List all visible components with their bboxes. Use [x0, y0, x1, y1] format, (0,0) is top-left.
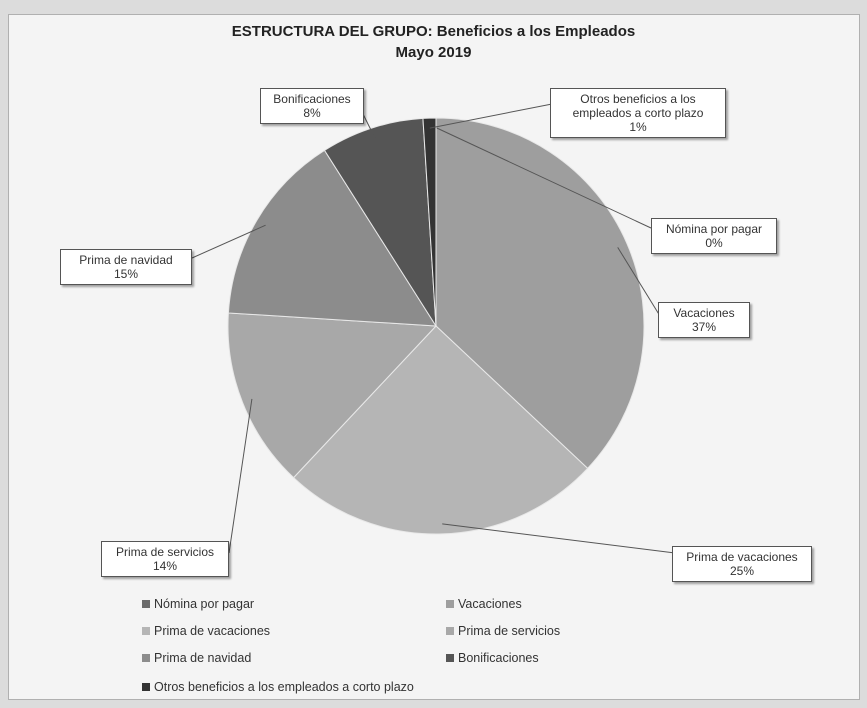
legend-swatch	[446, 653, 454, 662]
pie-slice-4	[227, 149, 437, 327]
callout-nomina-pct: 0%	[705, 236, 723, 250]
legend-label: Bonificaciones	[458, 651, 539, 665]
legend-item-nomina: Nómina por pagar	[142, 597, 254, 611]
legend-swatch	[142, 626, 150, 635]
leader-line-5	[361, 111, 376, 138]
callout-servicios-pct: 14%	[152, 559, 178, 573]
leader-line-0	[436, 127, 652, 229]
chart-subtitle: Mayo 2019	[395, 44, 472, 61]
pie-slice-1	[435, 117, 645, 470]
callout-navidad: Prima de navidad 15%	[60, 249, 192, 285]
callout-servicios: Prima de servicios 14%	[101, 541, 229, 577]
callout-prima-vacaciones-label: Prima de vacaciones	[686, 550, 798, 564]
legend-label: Nómina por pagar	[154, 597, 255, 611]
callout-vacaciones: Vacaciones 37%	[658, 302, 750, 338]
legend-item-bonificaciones: Bonificaciones	[446, 651, 539, 665]
leader-line-3	[228, 398, 253, 554]
legend-item-prima-vacaciones: Prima de vacaciones	[142, 624, 270, 638]
legend-label: Otros beneficios a los empleados a corto…	[154, 680, 414, 694]
callout-servicios-label: Prima de servicios	[115, 545, 215, 559]
callout-vacaciones-label: Vacaciones	[673, 306, 735, 320]
callout-navidad-pct: 15%	[113, 267, 139, 281]
pie-slice-2	[292, 325, 589, 535]
legend-label: Prima de servicios	[458, 624, 561, 638]
legend-swatch	[446, 599, 454, 608]
legend-label: Prima de vacaciones	[154, 624, 271, 638]
callout-otros: Otros beneficios a los empleados a corto…	[550, 88, 726, 138]
pie-slice-6	[422, 117, 437, 327]
leader-line-4	[191, 224, 266, 259]
legend-item-prima-servicios: Prima de servicios	[446, 624, 560, 638]
leader-line-1	[617, 247, 661, 317]
legend-label: Prima de navidad	[154, 651, 252, 665]
legend-item-prima-navidad: Prima de navidad	[142, 651, 251, 665]
callout-prima-vacaciones: Prima de vacaciones 25%	[672, 546, 812, 582]
leader-line-2	[442, 523, 676, 554]
callout-otros-pct: 1%	[629, 120, 647, 134]
chart-title: ESTRUCTURA DEL GRUPO: Beneficios a los E…	[231, 23, 636, 40]
leader-line-6	[429, 103, 553, 129]
legend-item-otros: Otros beneficios a los empleados a corto…	[142, 680, 414, 694]
callout-nomina-label: Nómina por pagar	[665, 222, 763, 236]
callout-bonificaciones-pct: 8%	[303, 106, 321, 120]
callout-nomina: Nómina por pagar 0%	[651, 218, 777, 254]
legend-swatch	[142, 682, 150, 691]
pie-slice-3	[227, 312, 438, 479]
legend-swatch	[142, 653, 150, 662]
callout-vacaciones-pct: 37%	[691, 320, 717, 334]
callout-bonificaciones: Bonificaciones 8%	[260, 88, 364, 124]
callout-bonificaciones-label: Bonificaciones	[273, 92, 351, 106]
legend-item-vacaciones: Vacaciones	[446, 597, 522, 611]
legend-swatch	[142, 599, 150, 608]
callout-navidad-label: Prima de navidad	[79, 253, 173, 267]
pie-slice-5	[323, 117, 437, 327]
callout-prima-vacaciones-pct: 25%	[729, 564, 755, 578]
legend-label: Vacaciones	[458, 597, 522, 611]
callout-otros-label: Otros beneficios a los empleados a corto…	[572, 92, 704, 120]
legend-swatch	[446, 626, 454, 635]
